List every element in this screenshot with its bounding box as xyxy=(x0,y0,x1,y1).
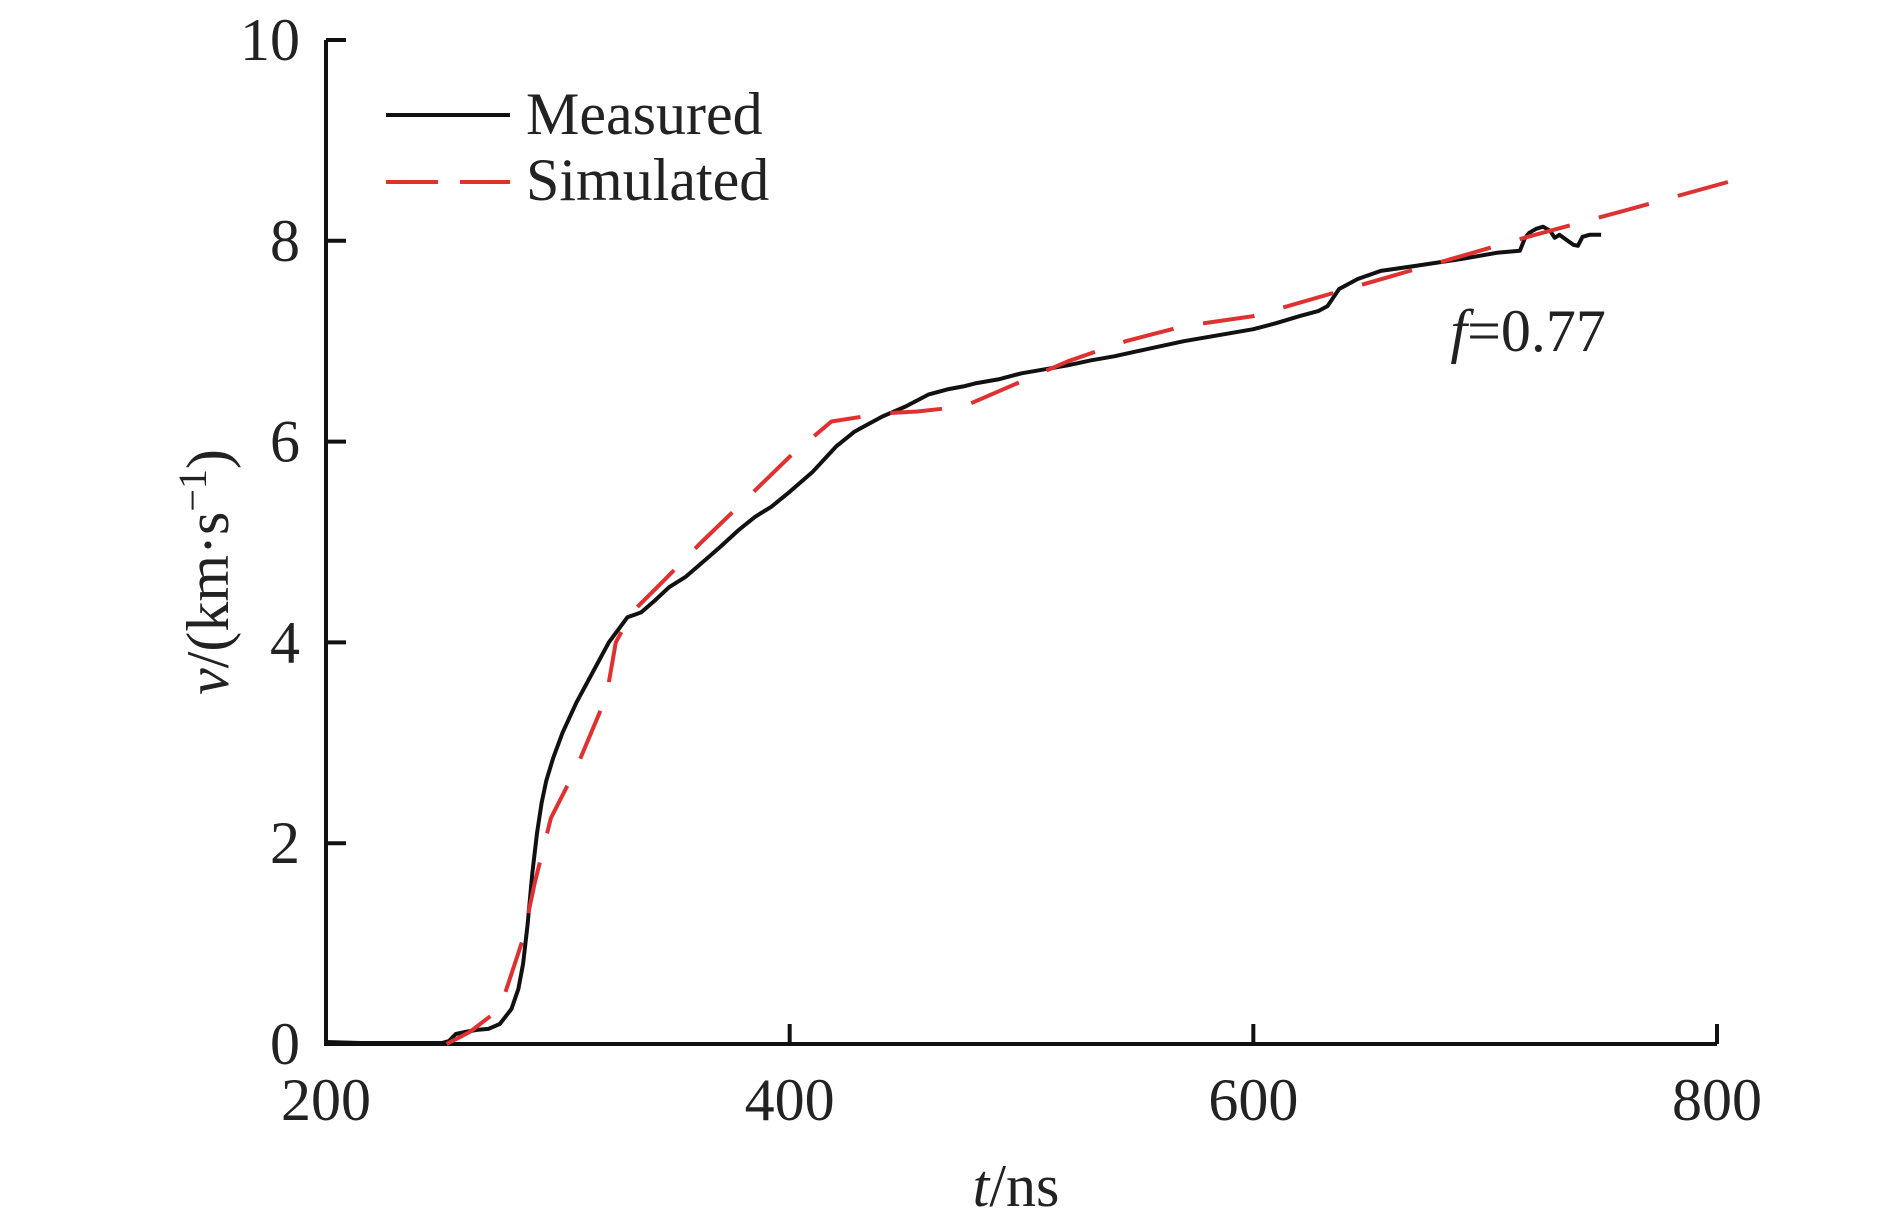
legend-label-measured: Measured xyxy=(526,81,763,147)
y-tick-label: 4 xyxy=(270,609,300,675)
y-tick-label: 6 xyxy=(270,409,300,475)
y-tick-label: 0 xyxy=(270,1011,300,1077)
x-tick-label: 800 xyxy=(1672,1067,1762,1133)
x-axis-title: t/ns xyxy=(973,1153,1060,1219)
legend: Measured Simulated xyxy=(386,81,769,213)
series-line-measured xyxy=(325,224,1602,1045)
axes xyxy=(324,40,1717,1046)
y-axis-title: v/(km·s−1) xyxy=(170,449,241,695)
series-layer xyxy=(325,176,1741,1046)
series-line-simulated xyxy=(445,176,1741,1046)
x-tick-label: 200 xyxy=(281,1067,371,1133)
x-tick-label: 600 xyxy=(1208,1067,1298,1133)
axis-ticks: 200 400 600 800 0 2 4 6 8 10 xyxy=(240,7,1762,1133)
y-tick-label: 10 xyxy=(240,7,300,73)
annotation-f: f=0.77 xyxy=(1450,298,1606,364)
x-tick-label: 400 xyxy=(745,1067,835,1133)
y-tick-label: 2 xyxy=(270,810,300,876)
y-tick-label: 8 xyxy=(270,208,300,274)
legend-label-simulated: Simulated xyxy=(526,147,769,213)
